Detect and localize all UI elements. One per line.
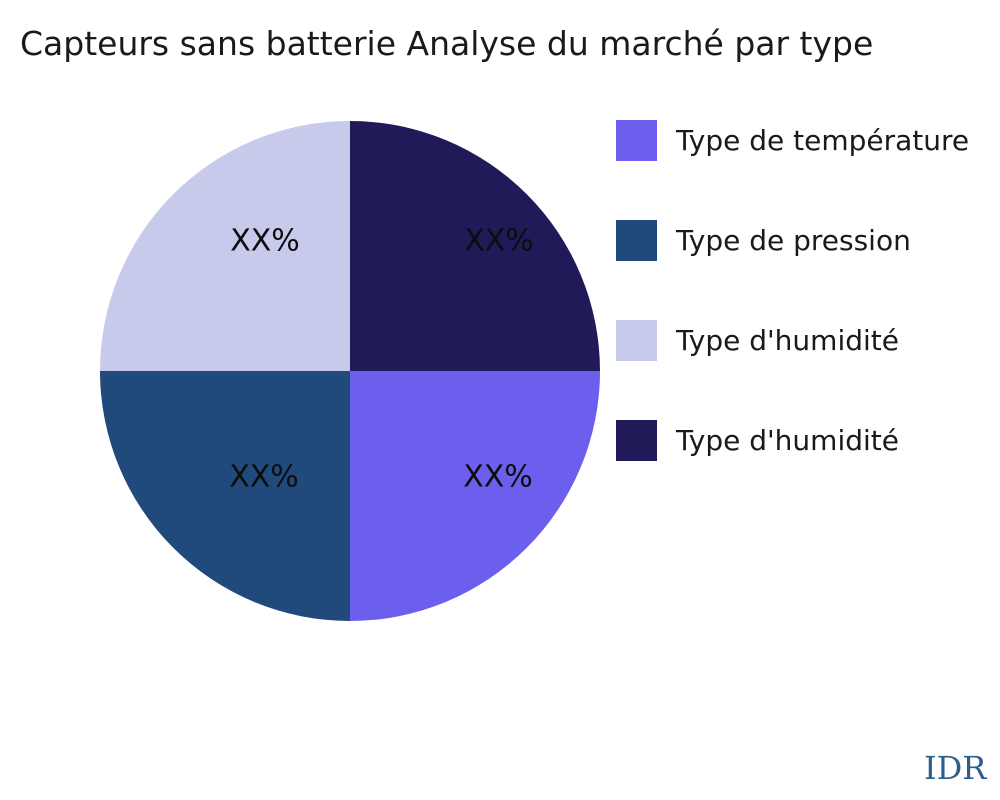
legend-swatch-humidite-1 — [616, 320, 657, 361]
pie-slice-label-pression: XX% — [229, 459, 299, 495]
pie-chart — [100, 121, 600, 621]
pie-slice-2 — [100, 121, 350, 371]
legend-item-temperature: Type de température — [616, 120, 969, 161]
pie-slice-0 — [350, 371, 600, 621]
legend-label-temperature: Type de température — [676, 124, 970, 157]
pie-slice-1 — [100, 371, 350, 621]
legend-swatch-pression — [616, 220, 657, 261]
pie-slice-label-temperature: XX% — [463, 459, 533, 495]
legend-label-humidite-2: Type d'humidité — [676, 424, 899, 457]
legend-swatch-humidite-2 — [616, 420, 657, 461]
legend-swatch-temperature — [616, 120, 657, 161]
legend-item-pression: Type de pression — [616, 220, 969, 261]
legend: Type de température Type de pression Typ… — [616, 120, 969, 461]
chart-title: Capteurs sans batterie Analyse du marché… — [20, 24, 874, 63]
pie-slice-3 — [350, 121, 600, 371]
legend-label-pression: Type de pression — [676, 224, 911, 257]
legend-item-humidite-2: Type d'humidité — [616, 420, 969, 461]
legend-item-humidite-1: Type d'humidité — [616, 320, 969, 361]
pie-slice-label-humidite-1: XX% — [230, 223, 300, 259]
pie-slice-label-humidite-2: XX% — [464, 223, 534, 259]
watermark-idr: IDR — [924, 749, 987, 787]
legend-label-humidite-1: Type d'humidité — [676, 324, 899, 357]
